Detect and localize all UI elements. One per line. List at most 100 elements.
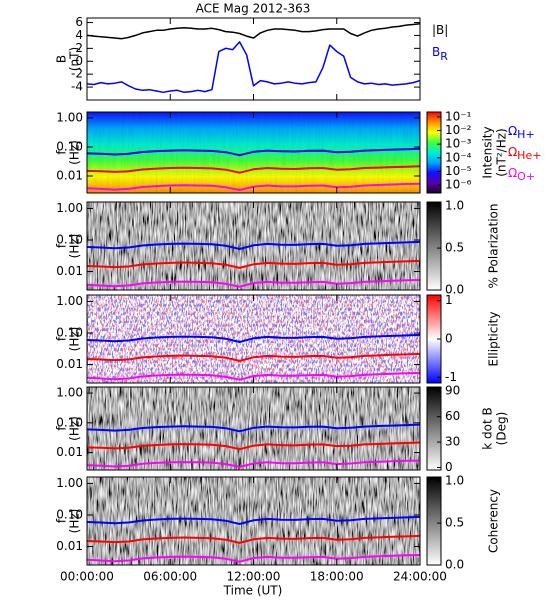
colorbar-tick-label: 10⁻⁴ <box>445 150 472 164</box>
y-tick-label: 0.01 <box>56 169 83 183</box>
x-label: Time (UT) <box>223 584 283 598</box>
y-tick-label: 4 <box>75 28 83 42</box>
colorbar-tick-label: 0.5 <box>445 241 464 255</box>
y-label-unit: (nT) <box>68 47 82 71</box>
data-line <box>87 352 420 362</box>
colorbar-tick-label: 10⁻² <box>445 123 472 137</box>
y-tick-label: 1.00 <box>56 294 83 308</box>
colorbar-tick-label: 10⁻⁵ <box>445 164 472 178</box>
x-tick-label: 24:00:00 <box>393 570 447 584</box>
x-tick-label: 18:00:00 <box>310 570 364 584</box>
y-tick-label: 0.01 <box>56 264 83 278</box>
colorbar-tick-label: 10⁻⁶ <box>445 178 472 192</box>
y-tick-label: 0.01 <box>56 539 83 553</box>
y-tick-label: 1.00 <box>56 476 83 490</box>
legend-subscript: He+ <box>517 149 541 162</box>
y-label-unit: (Hz) <box>68 509 82 534</box>
colorbar-tick-label: 1.0 <box>445 199 464 213</box>
y-tick-label: 1.00 <box>56 201 83 215</box>
data-line <box>87 441 420 451</box>
colorbar-tick-label: 10⁻³ <box>445 137 472 151</box>
data-line <box>87 534 420 544</box>
legend-name: Ω <box>508 145 517 159</box>
data-line <box>87 372 420 381</box>
colorbar-tick-label: 30 <box>445 435 460 449</box>
chart-title: ACE Mag 2012-363 <box>196 2 311 16</box>
colorbar-tick-label: 0.0 <box>445 283 464 297</box>
colorbar-tick-label: 90 <box>445 384 460 398</box>
colorbar-label: % Polarization <box>487 204 501 289</box>
colorbar-tick-label: 10⁻¹ <box>445 109 472 123</box>
data-line <box>87 515 420 525</box>
x-tick-label: 06:00:00 <box>143 570 197 584</box>
y-tick-label: 0.10 <box>56 232 83 246</box>
data-line <box>87 279 420 288</box>
colorbar-label: k dot B <box>481 407 495 449</box>
y-label-unit: (Hz) <box>68 140 82 165</box>
y-tick-label: 0.10 <box>56 139 83 153</box>
data-line <box>87 554 420 563</box>
y-label: f <box>55 426 69 431</box>
legend-subscript: H+ <box>517 128 535 141</box>
y-label: f <box>55 518 69 523</box>
colorbar-tick-label: 1.0 <box>445 474 464 488</box>
y-label-unit: (Hz) <box>68 327 82 352</box>
colorbar-unit: (Deg) <box>495 412 509 446</box>
y-label: f <box>55 150 69 155</box>
y-tick-label: 0.01 <box>56 445 83 459</box>
legend-subscript: R <box>440 50 448 63</box>
legend-name: Ω <box>508 124 517 138</box>
y-label: f <box>55 243 69 248</box>
legend-name: Ω <box>508 166 517 180</box>
colorbar-tick-label: 0 <box>445 460 453 474</box>
data-line <box>87 41 420 94</box>
data-line <box>87 423 420 433</box>
y-tick-label: 0.01 <box>56 357 83 371</box>
y-tick-label: 0.10 <box>56 325 83 339</box>
data-line <box>87 23 420 40</box>
data-line <box>87 182 420 191</box>
data-line <box>87 459 420 468</box>
legend-entry: ΩO+ <box>508 166 535 184</box>
colorbar <box>426 111 442 194</box>
y-tick-label: 0.10 <box>56 507 83 521</box>
data-line <box>87 147 420 157</box>
colorbar-label: Ellipticity <box>487 312 501 367</box>
legend-entry: BR <box>432 45 448 64</box>
y-label-unit: (Hz) <box>68 416 82 441</box>
colorbar-label: Intensity <box>481 126 495 178</box>
y-label-unit: (Hz) <box>68 234 82 259</box>
legend-name: B <box>432 45 440 59</box>
colorbar-tick-label: 0.5 <box>445 516 464 530</box>
colorbar <box>426 386 442 471</box>
x-tick-label: 00:00:00 <box>60 570 114 584</box>
colorbar-label: Coherency <box>487 489 501 553</box>
y-label: f <box>55 336 69 341</box>
y-label: B <box>55 55 69 63</box>
colorbar <box>426 201 442 291</box>
legend-subscript: O+ <box>517 170 535 183</box>
y-tick-label: 2 <box>75 41 83 55</box>
colorbar-tick-label: 0 <box>445 332 453 346</box>
colorbar <box>426 476 442 566</box>
legend-entry: ΩHe+ <box>508 145 541 163</box>
y-tick-label: 1.00 <box>56 110 83 124</box>
colorbar-tick-label: -1 <box>445 370 457 384</box>
colorbar-tick-label: 1 <box>445 293 453 307</box>
legend-name: |B| <box>432 23 448 37</box>
y-tick-label: 0.10 <box>56 415 83 429</box>
data-line <box>87 259 420 269</box>
y-tick-label: 6 <box>75 15 83 29</box>
y-tick-label: 0 <box>75 54 83 68</box>
data-line <box>87 333 420 343</box>
data-line <box>87 165 420 174</box>
y-tick-label: -4 <box>71 80 83 94</box>
legend-entry: ΩH+ <box>508 124 535 142</box>
legend-entry: |B| <box>432 23 448 37</box>
data-line <box>87 240 420 250</box>
colorbar-tick-label: 60 <box>445 409 460 423</box>
y-tick-label: -2 <box>71 67 83 81</box>
x-tick-label: 12:00:00 <box>227 570 281 584</box>
